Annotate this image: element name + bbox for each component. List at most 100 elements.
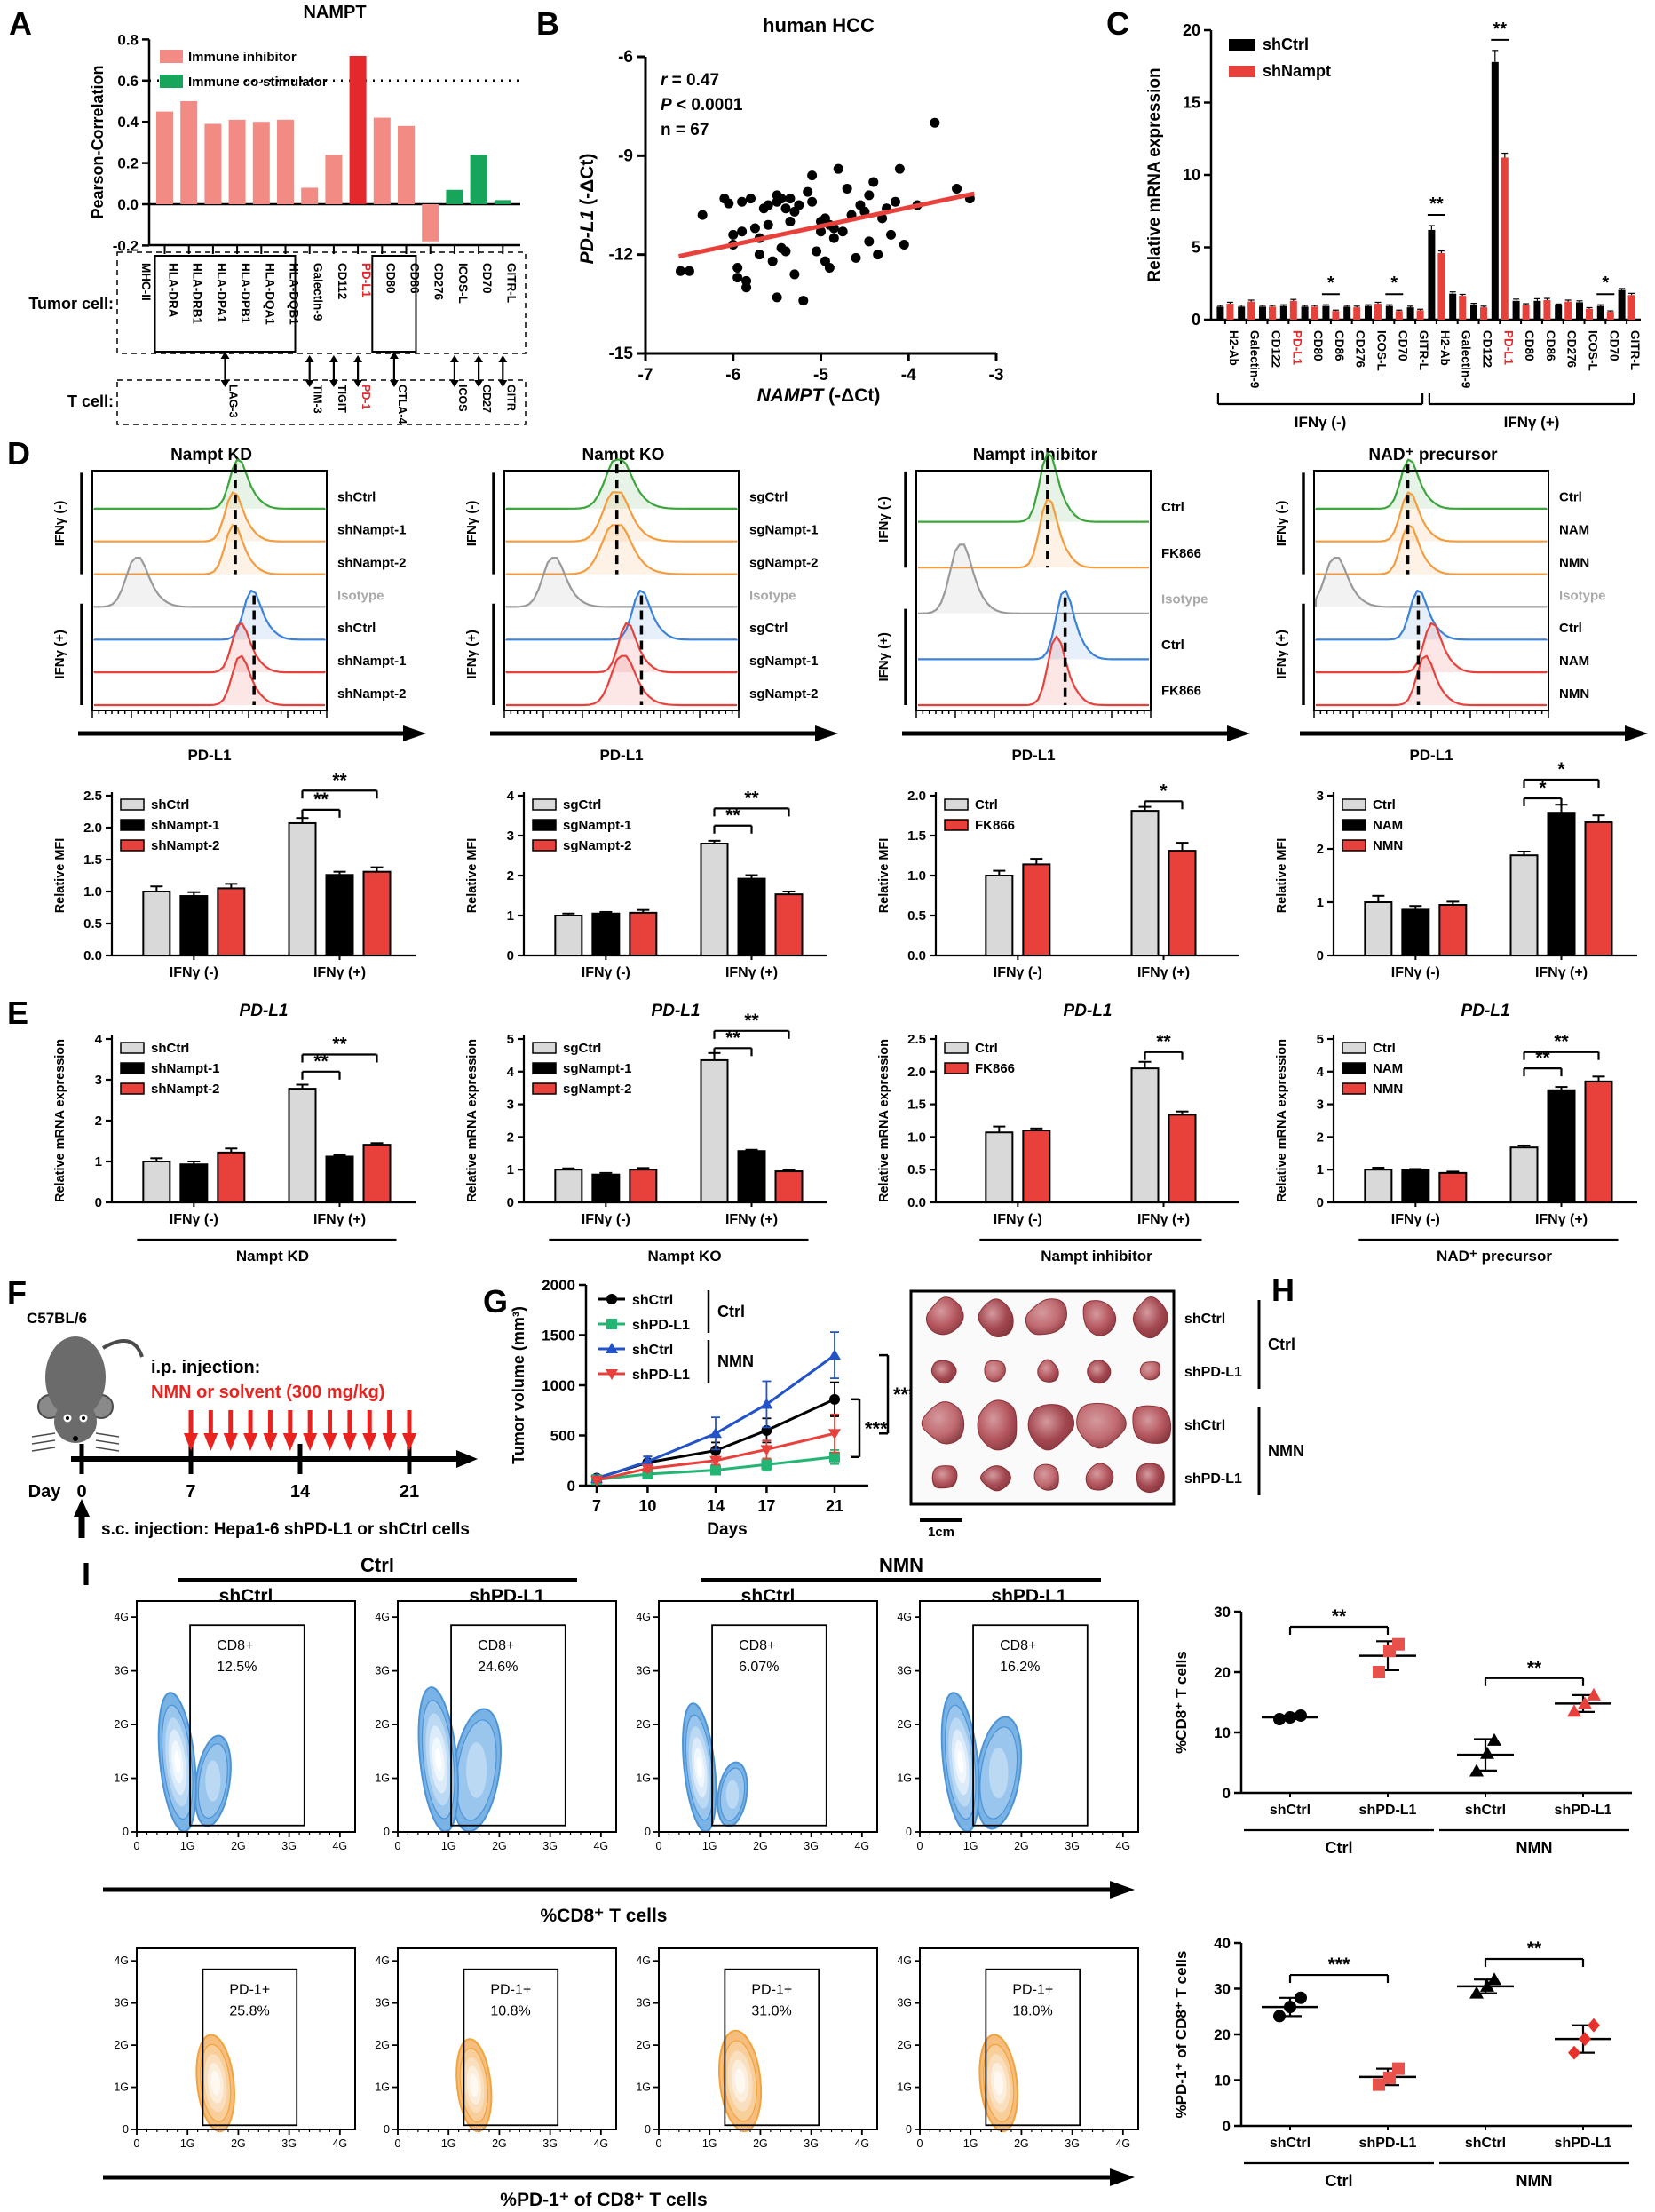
svg-text:shCtrl: shCtrl xyxy=(1270,2136,1311,2151)
svg-text:1: 1 xyxy=(95,1154,102,1169)
panel-label-g: G xyxy=(483,1283,509,1320)
svg-text:14: 14 xyxy=(290,1482,311,1502)
panel-d-mfi-bar-nad-precursor: 0 1 2 3 Relative MFI IFNγ (-) IFNγ (+) Ctrl NAM N… xyxy=(1275,759,1637,980)
svg-text:Pearson-Correlation: Pearson-Correlation xyxy=(89,65,107,218)
svg-text:**: ** xyxy=(1527,1658,1542,1678)
svg-text:2G: 2G xyxy=(753,1840,768,1852)
svg-text:%CD8⁺ T cells: %CD8⁺ T cells xyxy=(541,1906,668,1926)
svg-text:-5: -5 xyxy=(813,366,828,385)
svg-text:0.0: 0.0 xyxy=(117,196,139,213)
svg-text:2.5: 2.5 xyxy=(83,789,102,804)
svg-text:Isotype: Isotype xyxy=(337,588,384,603)
svg-text:12.5%: 12.5% xyxy=(217,1660,257,1675)
svg-text:sgNampt-2: sgNampt-2 xyxy=(563,838,632,853)
svg-text:shCtrl: shCtrl xyxy=(1263,36,1309,53)
svg-text:Relative MFI: Relative MFI xyxy=(877,838,891,914)
panel-g-tumor-volume-line-chart: 0 500 1000 1500 2000 7 10 14 17 21 Days Tumor volum… xyxy=(510,1277,916,1539)
svg-text:**: ** xyxy=(1554,1032,1569,1052)
svg-text:1.5: 1.5 xyxy=(83,852,102,868)
svg-text:Relative mRNA expression: Relative mRNA expression xyxy=(877,1039,891,1202)
svg-text:2G: 2G xyxy=(375,1718,390,1731)
svg-text:Ctrl: Ctrl xyxy=(975,1041,998,1056)
svg-text:0: 0 xyxy=(1223,1785,1231,1802)
svg-text:IFNγ (-): IFNγ (-) xyxy=(52,501,67,547)
svg-text:shPD-L1: shPD-L1 xyxy=(1184,1471,1242,1487)
svg-text:%PD-1⁺ of CD8⁺ T cells: %PD-1⁺ of CD8⁺ T cells xyxy=(1173,1951,1190,2119)
svg-text:3: 3 xyxy=(1317,789,1324,804)
svg-text:NAMPT: NAMPT xyxy=(303,3,366,22)
svg-text:1G: 1G xyxy=(897,1772,912,1785)
svg-text:NAM: NAM xyxy=(1559,523,1589,538)
panel-label-b: B xyxy=(536,5,559,42)
svg-text:1: 1 xyxy=(1317,1162,1324,1177)
svg-text:2: 2 xyxy=(1317,1130,1324,1145)
svg-text:Nampt KO: Nampt KO xyxy=(582,446,665,464)
svg-text:sgCtrl: sgCtrl xyxy=(563,797,601,813)
svg-text:2G: 2G xyxy=(636,1718,651,1731)
svg-text:**: ** xyxy=(744,788,759,808)
svg-text:PD-L1: PD-L1 xyxy=(599,747,643,764)
svg-text:1G: 1G xyxy=(441,1840,456,1852)
svg-text:IFNγ (+): IFNγ (+) xyxy=(725,1212,778,1227)
svg-text:3G: 3G xyxy=(1065,1840,1080,1852)
svg-text:IFNγ (+): IFNγ (+) xyxy=(725,965,778,980)
svg-text:1G: 1G xyxy=(180,1840,195,1852)
panel-label-a: A xyxy=(9,5,32,42)
svg-text:CD276: CD276 xyxy=(1354,330,1367,369)
svg-text:IFNγ (+): IFNγ (+) xyxy=(1137,1212,1190,1227)
panel-a-correlation-bar-chart: NAMPT 0.8 0.6 0.4 0.2 0.0 -0.2 Pearson-Correlat… xyxy=(28,3,527,425)
svg-text:human HCC: human HCC xyxy=(763,14,875,36)
svg-text:3G: 3G xyxy=(375,1665,390,1677)
svg-text:FK866: FK866 xyxy=(975,818,1015,833)
svg-text:IFNγ (+): IFNγ (+) xyxy=(464,630,479,678)
svg-text:0: 0 xyxy=(1317,948,1324,963)
svg-text:0: 0 xyxy=(567,1478,575,1494)
svg-text:3G: 3G xyxy=(281,1840,297,1852)
svg-text:CD86: CD86 xyxy=(1544,330,1557,361)
svg-text:NMN or solvent (300 mg/kg): NMN or solvent (300 mg/kg) xyxy=(151,1383,384,1402)
svg-text:1G: 1G xyxy=(375,2081,390,2094)
svg-text:5: 5 xyxy=(1192,239,1200,257)
svg-text:Days: Days xyxy=(707,1520,747,1539)
svg-text:IFNγ (-): IFNγ (-) xyxy=(876,496,891,543)
svg-text:2G: 2G xyxy=(1014,1840,1029,1852)
svg-text:7: 7 xyxy=(592,1497,601,1515)
svg-text:NMN: NMN xyxy=(717,1352,754,1370)
svg-text:PD-L1: PD-L1 xyxy=(1461,1002,1510,1020)
svg-text:Relative mRNA expression: Relative mRNA expression xyxy=(53,1039,67,1202)
panel-label-f: F xyxy=(7,1274,27,1311)
svg-text:0: 0 xyxy=(384,1826,390,1838)
svg-text:CD80: CD80 xyxy=(384,263,397,294)
svg-text:4: 4 xyxy=(1317,1065,1325,1080)
svg-text:**: ** xyxy=(332,770,347,790)
svg-text:Ctrl: Ctrl xyxy=(1559,621,1582,636)
flow-plot-cd8-ctrl-shctrl: CD8+ 12.5% 0 1G 2G 3G 4G 0 1G 2G 3G 4G xyxy=(114,1600,356,1852)
svg-text:20: 20 xyxy=(1183,21,1200,39)
panel-g-tumor-photos: shCtrl shPD-L1 shCtrl shPD-L1 Ctrl NMN 1cm xyxy=(909,1289,1304,1540)
svg-text:HLA-DRA: HLA-DRA xyxy=(167,263,180,318)
panel-e-pdl1-bar-nampt-ko: PD-L1 0 1 2 3 4 5 Relative mRNA expression IFNγ … xyxy=(465,1002,828,1265)
svg-text:3: 3 xyxy=(1317,1098,1324,1113)
svg-text:NMN: NMN xyxy=(1373,1082,1403,1097)
svg-text:IFNγ (-): IFNγ (-) xyxy=(464,501,479,547)
svg-text:2G: 2G xyxy=(231,2137,246,2150)
svg-text:4: 4 xyxy=(507,1065,515,1080)
svg-text:1000: 1000 xyxy=(542,1377,575,1394)
panel-f-experiment-schematic: C57BL/6 0 7 14 21 Day i.p. injection: NMN or so… xyxy=(27,1310,478,1539)
svg-text:PD-L1: PD-L1 xyxy=(187,747,231,764)
svg-text:1G: 1G xyxy=(702,1840,717,1852)
svg-text:0: 0 xyxy=(123,2123,129,2136)
svg-text:1G: 1G xyxy=(114,2081,129,2094)
flow-plot-cd8-nmn-shctrl: CD8+ 6.07% 0 1G 2G 3G 4G 0 1G 2G 3G 4G xyxy=(636,1600,878,1852)
svg-text:2G: 2G xyxy=(636,2039,651,2051)
svg-text:1G: 1G xyxy=(963,2137,978,2150)
svg-text:-0.2: -0.2 xyxy=(113,237,139,254)
panel-i-pd1-dot-plot: 0 10 20 30 40 %PD-1⁺ of CD8⁺ T cells shCtrl shP… xyxy=(1173,1935,1632,2190)
svg-text:Relative MFI: Relative MFI xyxy=(53,838,67,914)
svg-text:0: 0 xyxy=(1192,311,1200,329)
svg-text:Day: Day xyxy=(28,1482,62,1502)
panel-b-scatter-plot: human HCC -7 -6 -5 -4 -3 -6 -9 -12 -15 r = 0.47 P <… xyxy=(577,14,1003,406)
svg-text:P < 0.0001: P < 0.0001 xyxy=(661,96,743,115)
flow-plot-pd1-nmn-shctrl: PD-1+ 31.0% 0 1G 2G 3G 4G 0 1G 2G 3G 4G xyxy=(636,1947,878,2150)
